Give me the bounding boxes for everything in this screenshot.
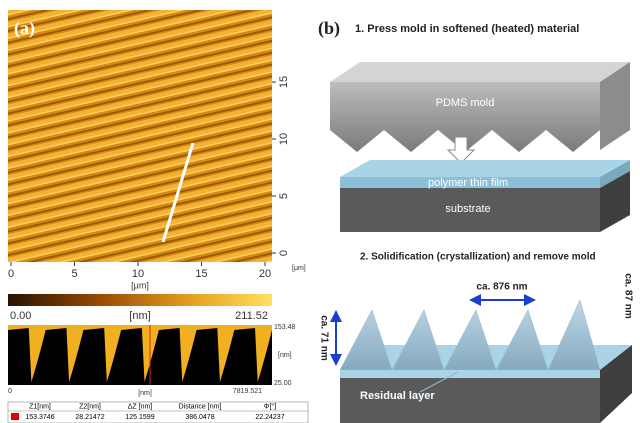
table-cell: 22.24237	[255, 414, 284, 421]
table-cell: 125.1599	[125, 414, 154, 421]
panel-label: (a)	[14, 18, 35, 39]
y-tick-label: 0	[278, 250, 290, 256]
table: Z1[nm] Z2[nm] ΔZ [nm] Distance [nm] Φ[°] 153.…	[8, 402, 308, 423]
film-label: polymer thin film	[428, 177, 508, 189]
table-header: Z1[nm]	[29, 403, 51, 410]
page: {"panel_a": {"label": "(a)", "image_ytic…	[0, 0, 640, 423]
table-cell: 28.21472	[75, 414, 104, 421]
profile-x-start: 0	[8, 388, 12, 395]
colorbar	[8, 294, 272, 306]
x-tick-label: 5	[71, 268, 77, 280]
table-cell: 386.0478	[185, 414, 214, 421]
mold-top	[330, 62, 630, 82]
profile-x-unit: [nm]	[138, 390, 152, 397]
mold-label: PDMS mold	[436, 97, 495, 109]
film-top	[340, 160, 630, 177]
left-height-label: ca. 71 nm	[318, 315, 329, 361]
residual-label: Residual layer	[360, 390, 435, 402]
profile-y-top: 153.48	[274, 324, 296, 331]
period-label: ca. 876 nm	[476, 282, 527, 293]
patterned-peaks	[340, 300, 600, 370]
table-header: ΔZ [nm]	[128, 403, 153, 410]
colorbar-min: 0.00	[10, 310, 31, 322]
table-cell: 153.3746	[25, 414, 54, 421]
colorbar-unit: [nm]	[129, 310, 150, 322]
x-unit: [μm]	[131, 280, 149, 290]
residual-front	[340, 370, 600, 378]
profile-y-bottom: 25.00	[274, 380, 292, 387]
y-tick-label: 15	[278, 76, 290, 88]
colorbar-max: 211.52	[235, 310, 268, 322]
step1-title: 1. Press mold in softened (heated) mater…	[355, 23, 579, 35]
table-header: Distance [nm]	[179, 403, 222, 410]
table-header: Φ[°]	[264, 402, 276, 410]
row-swatch	[11, 413, 19, 420]
profile-x-end: 7819.521	[233, 388, 262, 395]
y-tick-label: 5	[278, 193, 290, 199]
afm-image	[8, 10, 272, 262]
substrate-label: substrate	[445, 203, 490, 215]
step2-title: 2. Solidification (crystallization) and …	[360, 252, 596, 263]
y-tick-label: 10	[278, 133, 290, 145]
right-height-label: ca. 87 nm	[622, 273, 633, 319]
y-unit: [μm]	[292, 265, 306, 272]
panel-label: (b)	[318, 18, 340, 39]
x-tick-label: 0	[8, 268, 14, 280]
profile-y-unit: [nm]	[278, 352, 292, 359]
x-tick-label: 10	[132, 268, 144, 280]
x-tick-label: 20	[259, 268, 271, 280]
x-tick-label: 15	[195, 268, 207, 280]
figure: (a) 051015 05101520 [μm] [μm] 0.00 [nm] …	[0, 0, 640, 423]
table-header: Z2[nm]	[79, 403, 101, 410]
